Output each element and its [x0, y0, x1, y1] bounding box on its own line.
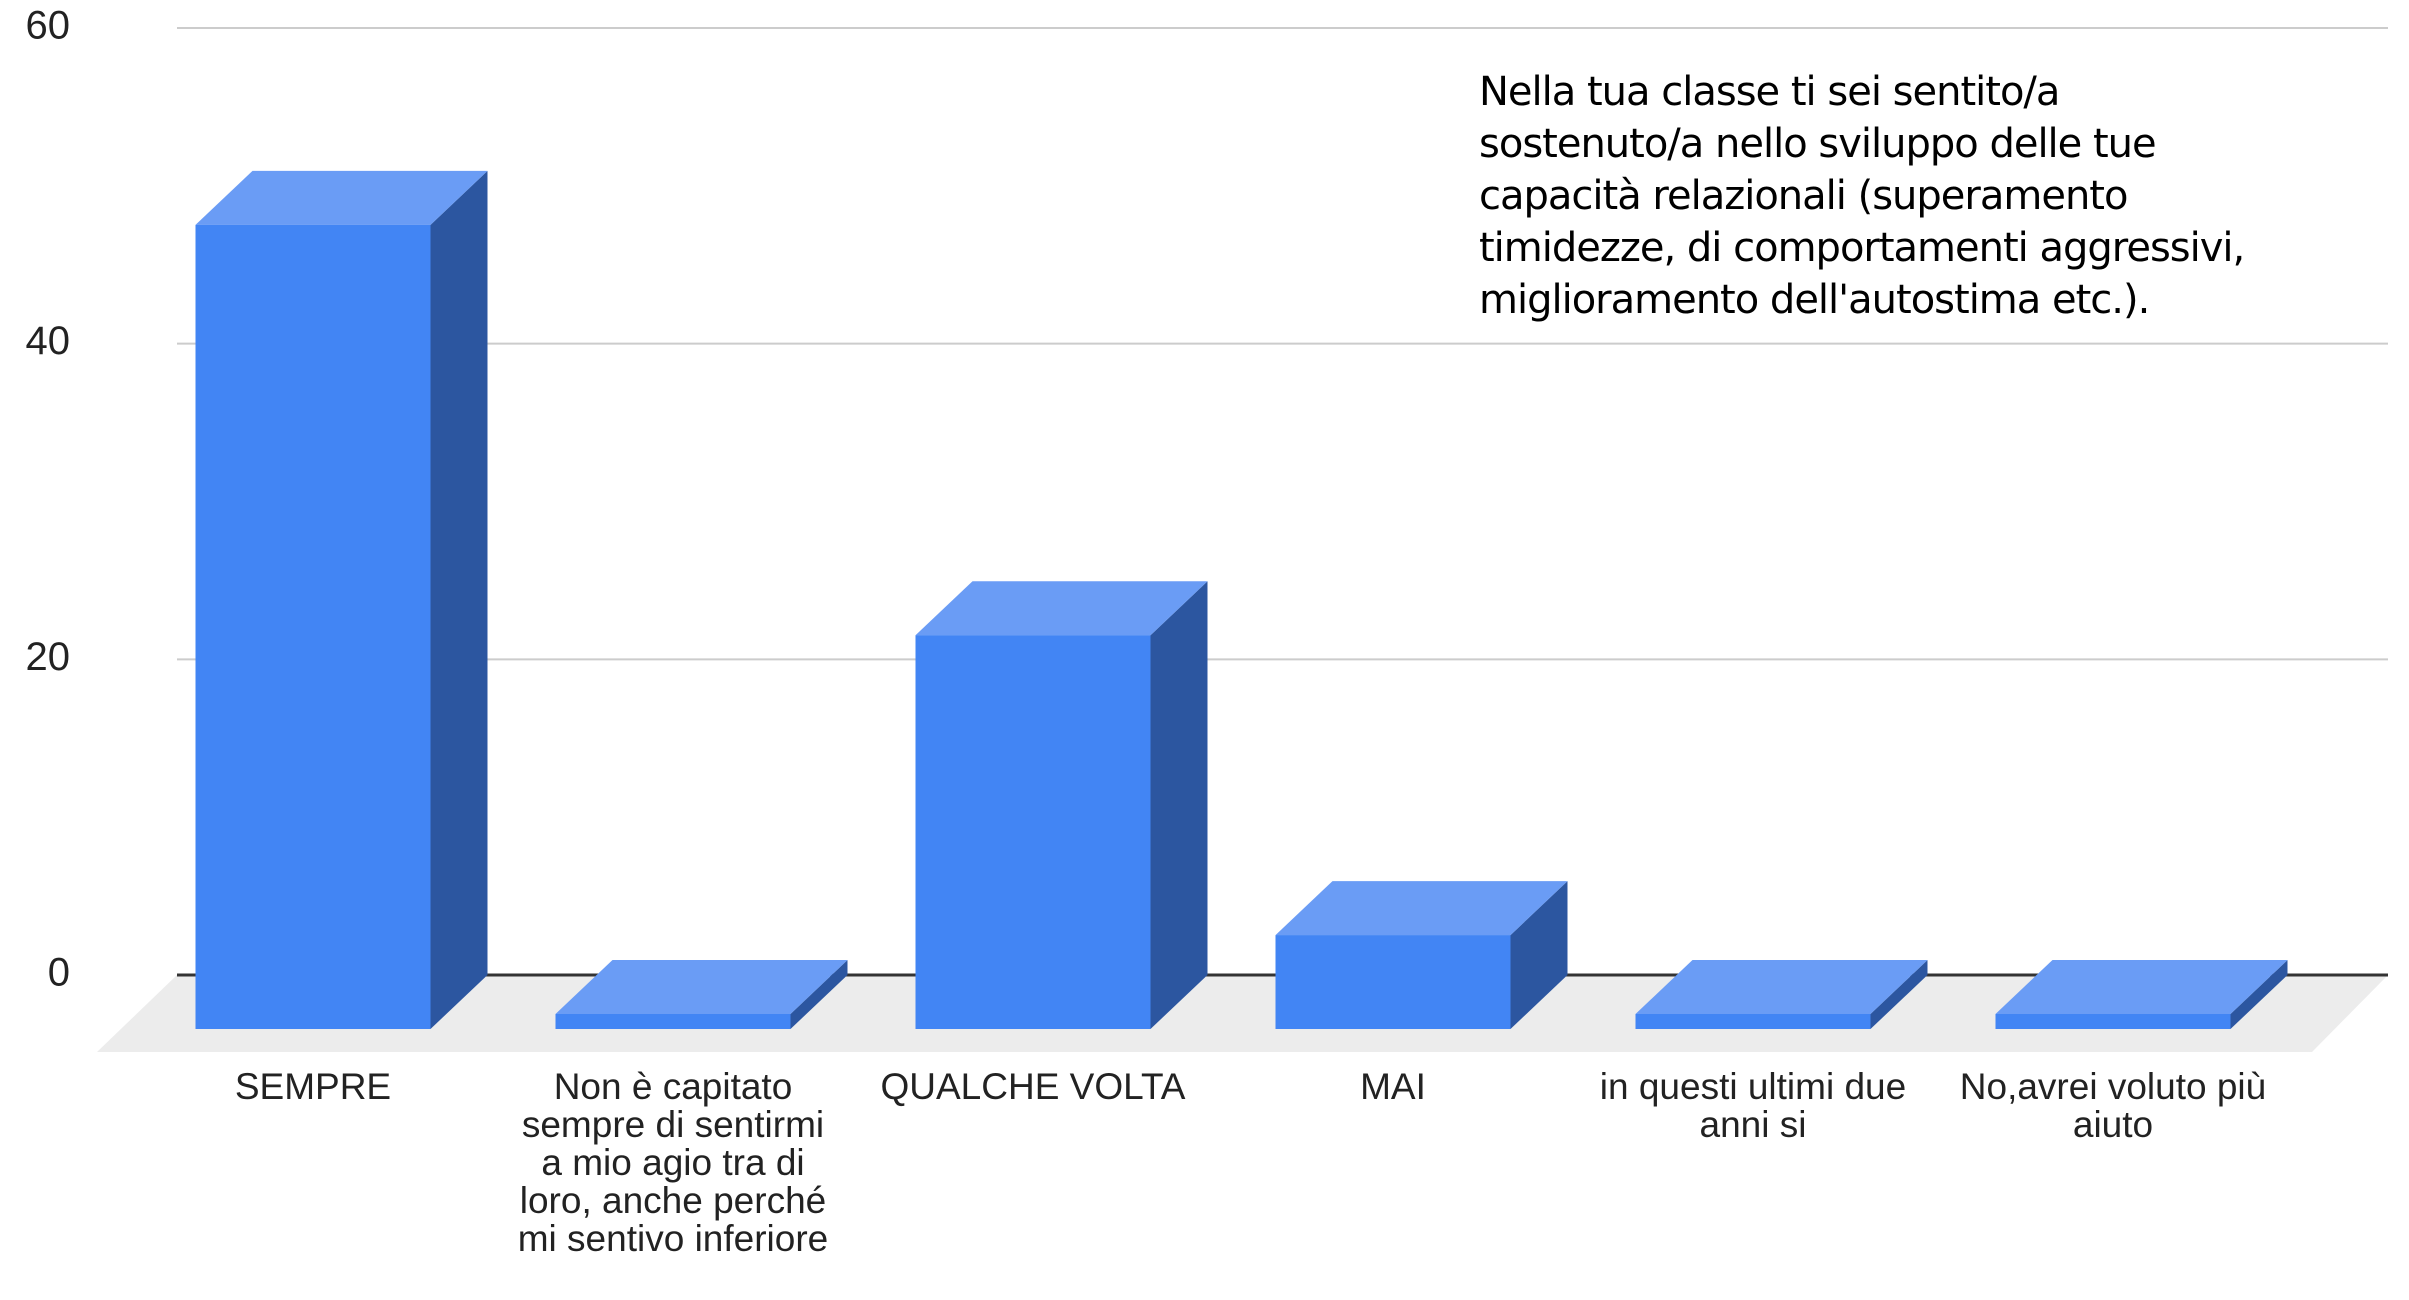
bar	[555, 960, 848, 1029]
bar-front	[915, 635, 1151, 1029]
bar-side	[790, 960, 848, 1029]
x-tick-label: SEMPRE	[234, 1066, 392, 1107]
bar	[195, 170, 488, 1030]
bar-side	[430, 170, 488, 1030]
bar-front	[195, 224, 431, 1030]
bar-top	[1635, 960, 1928, 1014]
x-tick-label: in questi ultimi due anni si	[1599, 1066, 1907, 1145]
bar-front	[1635, 1014, 1871, 1029]
x-tick-label: Non è capitato sempre di sentirmi a mio …	[517, 1066, 829, 1259]
bar-top	[1995, 960, 2288, 1014]
bar	[1275, 881, 1568, 1029]
bar-top	[1275, 881, 1568, 936]
bar-side	[1150, 581, 1208, 1029]
chart-title: Nella tua classe ti sei sentito/a sosten…	[1479, 69, 2245, 323]
x-tick-label: QUALCHE VOLTA	[880, 1066, 1186, 1107]
y-tick-label: 40	[26, 319, 71, 363]
bar-top	[915, 581, 1208, 636]
bar-front	[1995, 1014, 2231, 1029]
bar-front	[555, 1014, 791, 1029]
y-tick-label: 20	[26, 635, 71, 679]
bar	[915, 581, 1208, 1029]
bar-top	[195, 170, 488, 225]
bar	[1635, 960, 1928, 1029]
bar-top	[555, 960, 848, 1014]
bar-side	[1870, 960, 1928, 1029]
y-tick-label: 60	[26, 4, 71, 48]
bar-front	[1275, 935, 1511, 1029]
bar-side	[1510, 881, 1568, 1029]
bar-side	[2230, 960, 2288, 1029]
x-tick-label: MAI	[1360, 1066, 1426, 1107]
y-tick-label: 0	[48, 951, 70, 995]
x-tick-label: No,avrei voluto più aiuto	[1959, 1066, 2267, 1145]
bar	[1995, 960, 2288, 1029]
